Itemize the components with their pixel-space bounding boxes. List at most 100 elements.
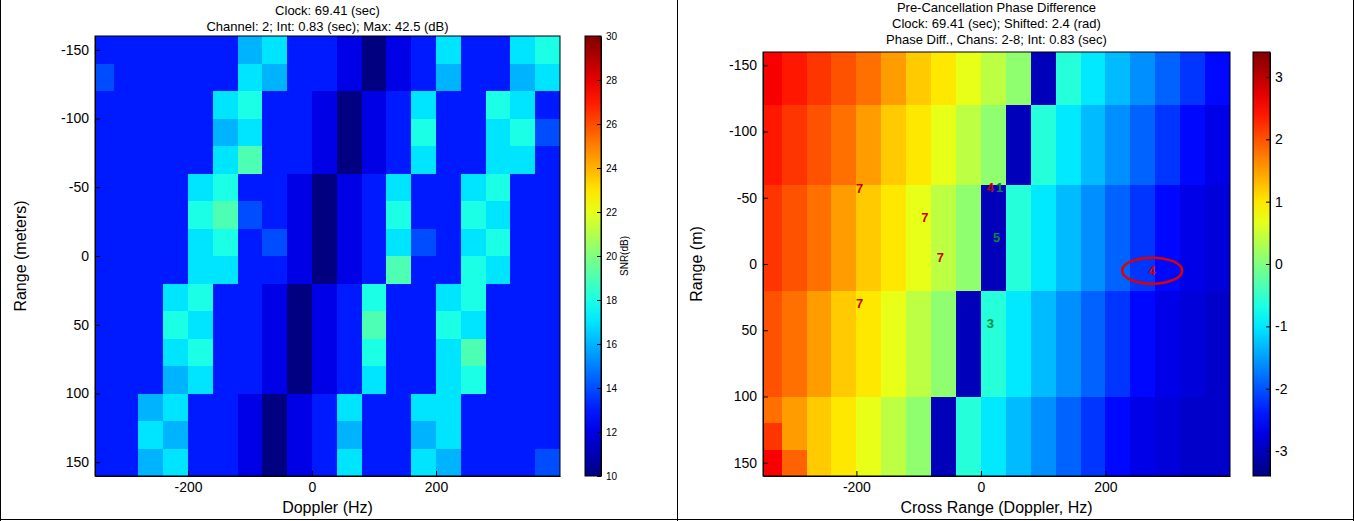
figure: -2000200-150-100-50050100150101214161820… <box>0 0 1354 521</box>
heatmap-cell <box>337 119 362 147</box>
heatmap-cell <box>188 64 213 92</box>
panel: -2000200-150-100-50050100150101214161820… <box>12 3 630 516</box>
heatmap-cell <box>312 91 337 119</box>
colorbar-tick: 30 <box>597 31 618 42</box>
heatmap-cell <box>386 394 411 422</box>
heatmap-cell <box>763 105 782 132</box>
heatmap-cell <box>461 339 486 367</box>
heatmap-cell <box>535 339 560 367</box>
colorbar-tick-label: 30 <box>606 31 618 42</box>
y-tick-label: 0 <box>81 248 89 264</box>
heatmap-cell <box>262 64 287 92</box>
heatmap-cell <box>856 317 882 344</box>
y-tick-mark <box>95 119 100 120</box>
heatmap-cell <box>312 229 337 257</box>
heatmap-cell <box>807 264 833 291</box>
heatmap-cell <box>1130 79 1156 106</box>
heatmap-cell <box>981 450 1007 477</box>
heatmap-cell <box>337 311 362 339</box>
heatmap-cell <box>763 158 782 185</box>
heatmap-cell <box>981 423 1007 450</box>
heatmap-cell <box>238 229 263 257</box>
heatmap-cell <box>486 229 511 257</box>
x-tick: -200 <box>174 471 202 495</box>
heatmap-cell <box>856 344 882 371</box>
x-tick: -200 <box>843 471 871 495</box>
heatmap-cell <box>238 311 263 339</box>
heatmap-cell <box>931 238 957 265</box>
heatmap-cell <box>510 174 535 202</box>
heatmap-cell <box>1155 79 1181 106</box>
heatmap-cell <box>807 238 833 265</box>
heatmap-cell <box>906 344 932 371</box>
heatmap-cell <box>411 366 436 394</box>
heatmap-cell <box>981 52 1007 79</box>
heatmap-cell <box>486 146 511 174</box>
heatmap-cell <box>1130 264 1156 291</box>
heatmap-cell <box>1130 132 1156 159</box>
page-frame <box>0 0 1354 521</box>
heatmap-cell <box>411 174 436 202</box>
heatmap-cell <box>386 229 411 257</box>
heatmap-cell <box>535 311 560 339</box>
heatmap-cell <box>1056 370 1082 397</box>
heatmap-cell <box>1081 185 1107 212</box>
heatmap-cell <box>956 211 982 238</box>
heatmap-cell <box>1081 105 1107 132</box>
heatmap-cell <box>1031 132 1057 159</box>
heatmap-cell <box>362 36 387 64</box>
heatmap-cell <box>287 421 312 449</box>
heatmap-cell <box>287 64 312 92</box>
heatmap-cell <box>411 119 436 147</box>
colorbar-tick: 2 <box>1266 131 1283 147</box>
heatmap-cell <box>1031 185 1057 212</box>
heatmap-cell <box>386 36 411 64</box>
x-axis-line <box>96 476 561 477</box>
heatmap-cell <box>1180 238 1206 265</box>
heatmap-cell <box>287 201 312 229</box>
heatmap-cell <box>1105 105 1131 132</box>
heatmap-cell <box>262 394 287 422</box>
heatmap-cell <box>807 423 833 450</box>
heatmap-cell <box>114 366 139 394</box>
chart-subtitle: Clock: 69.41 (sec); Shifted: 2.4 (rad) <box>892 16 1101 31</box>
heatmap-cell <box>213 366 238 394</box>
heatmap-cell <box>238 64 263 92</box>
colorbar-tick: 24 <box>597 163 618 174</box>
heatmap-cell <box>1180 317 1206 344</box>
y-tick: -50 <box>69 179 100 195</box>
heatmap-cell <box>138 284 163 312</box>
heatmap-cell <box>114 201 139 229</box>
y-tick-label: 100 <box>66 385 90 401</box>
heatmap-cell <box>1155 158 1181 185</box>
heatmap-cell <box>287 174 312 202</box>
heatmap-cell <box>312 146 337 174</box>
heatmap-cell <box>831 317 857 344</box>
heatmap-cell <box>213 119 238 147</box>
heatmap-cell <box>1006 450 1032 477</box>
heatmap-cell <box>831 52 857 79</box>
heatmap-cell <box>1031 450 1057 477</box>
heatmap-cell <box>486 64 511 92</box>
heatmap-cell <box>931 158 957 185</box>
heatmap-cell <box>337 229 362 257</box>
x-tick-mark <box>436 471 437 476</box>
heatmap-cell <box>906 291 932 318</box>
heatmap-cell <box>535 174 560 202</box>
heatmap-cell <box>362 256 387 284</box>
colorbar-tick-label: 18 <box>606 295 618 306</box>
heatmap-cell <box>782 238 808 265</box>
heatmap-cell <box>931 79 957 106</box>
chart-title: Pre-Cancellation Phase Difference <box>897 0 1096 15</box>
colorbar-tick-mark <box>597 388 601 389</box>
heatmap-cell <box>138 394 163 422</box>
heatmap-cell <box>1130 291 1156 318</box>
heatmap-cell <box>1056 105 1082 132</box>
heatmap-cell <box>1056 450 1082 477</box>
colorbar-tick: 16 <box>597 339 618 350</box>
heatmap-cell <box>1155 291 1181 318</box>
heatmap-cell <box>138 256 163 284</box>
y-tick-label: -100 <box>61 110 89 126</box>
colorbar-tick: 1 <box>1266 194 1283 210</box>
colorbar-tick-mark <box>597 36 601 37</box>
